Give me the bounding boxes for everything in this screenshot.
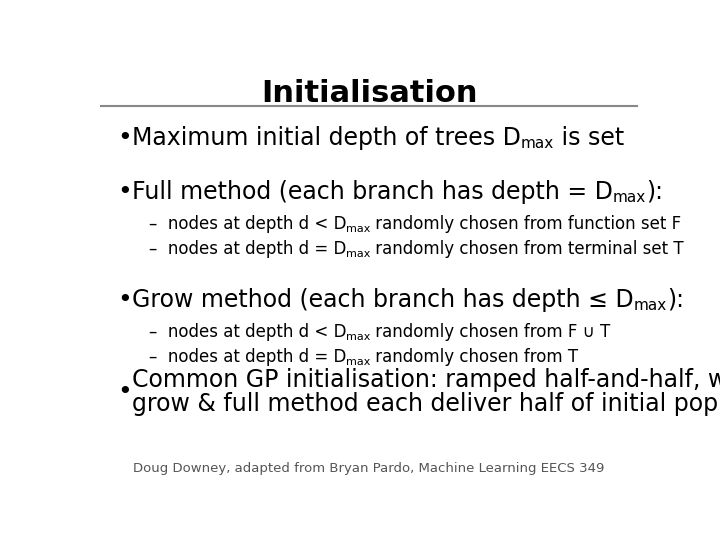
Text: randomly chosen from F ∪ T: randomly chosen from F ∪ T	[371, 323, 611, 341]
Text: max: max	[346, 357, 370, 367]
Text: –  nodes at depth d < D: – nodes at depth d < D	[148, 323, 346, 341]
Text: grow & full method each deliver half of initial population: grow & full method each deliver half of …	[132, 392, 720, 416]
Text: –  nodes at depth d = D: – nodes at depth d = D	[148, 240, 346, 258]
Text: Full method (each branch has depth = D: Full method (each branch has depth = D	[132, 180, 613, 204]
Text: •: •	[117, 380, 132, 404]
Text: –  nodes at depth d = D: – nodes at depth d = D	[148, 348, 346, 366]
Text: max: max	[346, 248, 370, 259]
Text: max: max	[346, 224, 371, 234]
Text: randomly chosen from T: randomly chosen from T	[370, 348, 578, 366]
Text: is set: is set	[554, 126, 624, 150]
Text: max: max	[346, 332, 371, 342]
Text: max: max	[634, 299, 667, 313]
Text: ):: ):	[667, 288, 684, 312]
Text: –  nodes at depth d < D: – nodes at depth d < D	[148, 215, 346, 233]
Text: •: •	[117, 180, 132, 204]
Text: Grow method (each branch has depth ≤ D: Grow method (each branch has depth ≤ D	[132, 288, 634, 312]
Text: randomly chosen from terminal set T: randomly chosen from terminal set T	[370, 240, 684, 258]
Text: Common GP initialisation: ramped half-and-half, where: Common GP initialisation: ramped half-an…	[132, 368, 720, 392]
Text: Doug Downey, adapted from Bryan Pardo, Machine Learning EECS 349: Doug Downey, adapted from Bryan Pardo, M…	[133, 462, 605, 475]
Text: Maximum initial depth of trees D: Maximum initial depth of trees D	[132, 126, 521, 150]
Text: Initialisation: Initialisation	[261, 79, 477, 109]
Text: max: max	[613, 191, 646, 205]
Text: •: •	[117, 288, 132, 312]
Text: •: •	[117, 126, 132, 150]
Text: ):: ):	[646, 180, 663, 204]
Text: max: max	[521, 136, 554, 151]
Text: randomly chosen from function set F: randomly chosen from function set F	[371, 215, 682, 233]
